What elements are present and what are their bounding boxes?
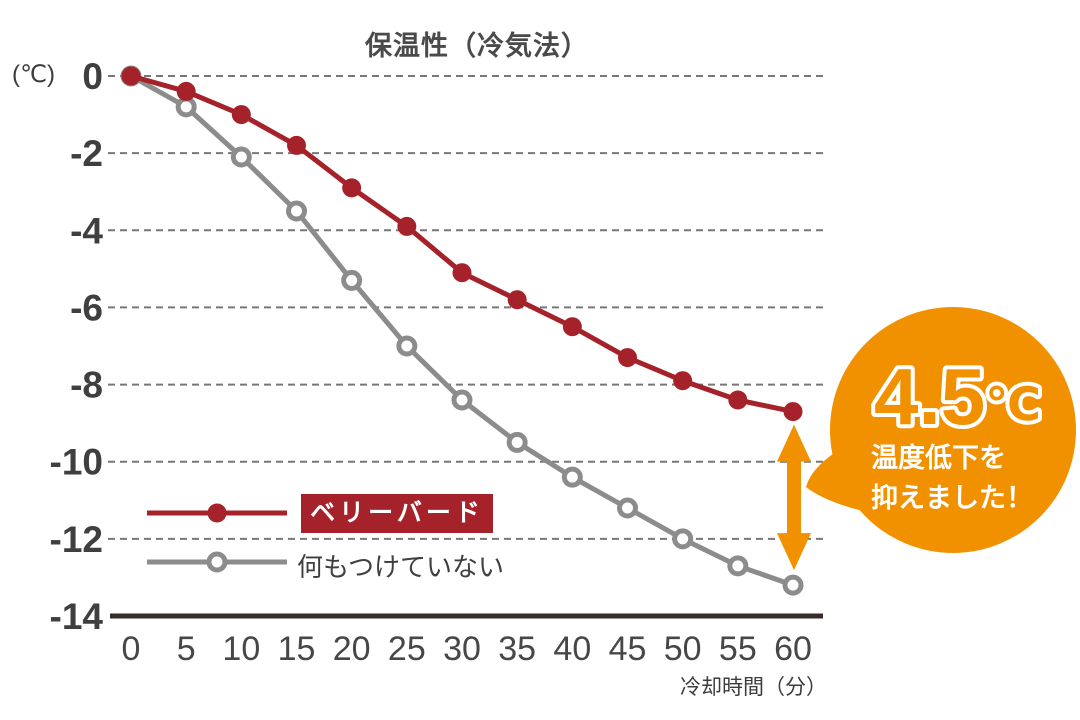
svg-text:-10: -10 (50, 442, 103, 483)
data-point (286, 135, 306, 155)
data-point (782, 574, 804, 596)
badge-value-number: 4.5 (874, 352, 985, 441)
legend-filled-dot-icon (207, 503, 227, 523)
data-point (616, 497, 638, 519)
svg-text:-6: -6 (70, 287, 103, 328)
svg-text:20: 20 (333, 630, 371, 668)
badge-text-line1: 温度低下を (871, 442, 1006, 473)
svg-text:-8: -8 (70, 365, 103, 406)
data-point (175, 96, 197, 118)
svg-text:0: 0 (82, 56, 103, 97)
data-point (451, 389, 473, 411)
svg-text:60: 60 (774, 630, 812, 668)
legend-open-dot-icon (206, 551, 228, 573)
data-point (285, 200, 307, 222)
svg-text:-14: -14 (50, 596, 104, 637)
svg-text:0: 0 (122, 630, 141, 668)
series-untreated (120, 65, 804, 596)
data-point (231, 105, 251, 125)
badge-value-unit: ℃ (985, 378, 1041, 430)
svg-text:5: 5 (177, 630, 196, 668)
x-axis-title: 冷却時間（分） (680, 676, 827, 699)
data-point (561, 466, 583, 488)
data-point (506, 431, 528, 453)
svg-text:50: 50 (664, 630, 702, 668)
data-point (176, 81, 196, 101)
series-berrybird (121, 66, 803, 422)
y-axis-unit-label: (℃) (12, 61, 55, 88)
svg-text:55: 55 (719, 630, 757, 668)
svg-text:10: 10 (222, 630, 260, 668)
svg-text:35: 35 (498, 630, 536, 668)
legend-line-sample-untreated (147, 551, 287, 573)
data-point (507, 290, 527, 310)
data-point (230, 146, 252, 168)
data-point (341, 269, 363, 291)
legend-item-untreated: 何もつけていない (297, 552, 504, 582)
badge-delta-value: 4.5℃ (874, 352, 1041, 441)
data-point (121, 66, 141, 86)
data-point (342, 178, 362, 198)
data-point (727, 555, 749, 577)
gridlines (108, 75, 823, 540)
data-point (452, 263, 472, 283)
badge-text-line2: 抑えました！ (871, 483, 1033, 513)
delta-arrow (777, 424, 811, 571)
data-point (617, 348, 637, 368)
data-point (783, 402, 803, 422)
svg-text:40: 40 (553, 630, 591, 668)
svg-text:25: 25 (388, 630, 426, 668)
legend-line-sample-berrybird (147, 503, 287, 523)
chart-title: 保温性（冷気法） (365, 31, 589, 61)
svg-text:-2: -2 (70, 133, 103, 174)
data-point (397, 216, 417, 236)
data-point (396, 335, 418, 357)
data-point (673, 371, 693, 391)
svg-text:-12: -12 (50, 519, 103, 560)
data-point (672, 528, 694, 550)
x-axis-tick-labels: 0 5 10 15 20 25 30 35 40 45 50 55 60 (122, 630, 812, 668)
legend-item-berrybird: ベリーバード (301, 494, 493, 533)
data-point (562, 317, 582, 337)
svg-text:45: 45 (609, 630, 647, 668)
y-axis-tick-labels: 0 -2 -4 -6 -8 -10 -12 -14 (50, 56, 104, 637)
callout-badge: 4.5℃ 温度低下を 抑えました！ (806, 307, 1076, 553)
svg-text:-4: -4 (70, 210, 103, 251)
svg-text:15: 15 (278, 630, 316, 668)
data-point (728, 390, 748, 410)
svg-text:30: 30 (443, 630, 481, 668)
speech-bubble-circle (830, 307, 1076, 553)
